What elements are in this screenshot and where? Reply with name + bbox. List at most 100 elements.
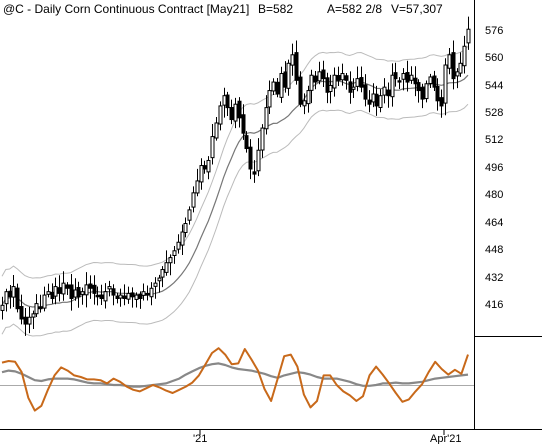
price-bar [214,116,219,141]
price-bar [401,68,406,91]
price-bar [76,281,81,308]
price-bar [138,291,143,309]
lower-band-line [1,103,469,337]
price-bar [397,77,402,90]
price-bar [218,101,223,131]
price-bar [153,277,158,299]
ask-label: A=582 2/8 [327,2,382,16]
price-bar [313,70,318,90]
price-bars [0,16,471,336]
price-bar [134,292,139,308]
price-bar [27,306,32,334]
price-bar [340,63,345,86]
price-bar [355,66,360,92]
price-bar [439,89,444,118]
price-bar [256,138,261,177]
price-bar [176,234,181,254]
price-bar [393,62,398,87]
price-bar [286,59,291,96]
price-tick-448: 448 [485,244,503,256]
price-bar [248,139,253,180]
price-bar [390,63,395,107]
x-label-21: '21 [193,433,207,444]
price-bar [206,156,211,180]
price-bar [99,284,104,306]
price-bar [462,35,467,74]
price-bar [302,93,307,115]
price-bar [405,60,410,92]
price-bar [210,124,215,165]
price-bar [309,69,314,104]
price-bar [336,66,341,86]
price-bar [267,80,272,115]
price-bar [157,274,162,293]
price-bar [88,275,93,299]
price-bar [23,308,28,336]
price-bar [413,66,418,97]
price-bar [432,70,437,91]
price-bar [363,74,368,107]
price-bar [183,217,188,238]
price-bar [46,283,51,298]
price-bar [298,71,303,108]
price-bar [264,95,269,135]
price-bar [118,288,123,307]
price-bar [19,294,24,325]
price-bar [428,73,433,89]
price-bar [145,285,150,301]
price-bar [374,85,379,116]
price-bar [275,77,280,98]
price-bar [160,266,165,288]
price-bar [195,168,200,197]
price-bar [42,286,47,312]
price-bar [260,124,265,158]
price-bar [279,66,284,103]
price-bar [225,91,230,117]
price-bar [38,294,43,313]
price-bar [61,271,66,301]
price-bar [420,83,425,109]
price-bar [378,89,383,113]
price-bar [187,206,192,225]
price-tick-496: 496 [485,162,503,174]
price-bar [168,254,173,276]
price-bar [443,58,448,116]
price-bar [69,274,74,311]
price-bar [53,277,58,305]
price-bar [15,283,20,313]
price-bar [416,79,421,103]
price-bar [290,43,295,76]
price-bar [328,74,333,104]
price-bar [65,282,70,296]
price-bar [455,68,460,89]
price-tick-464: 464 [485,217,503,229]
price-bar [84,272,89,308]
price-bar [92,275,97,305]
price-bar [31,310,36,329]
price-bar [126,286,131,304]
price-bar [244,131,249,153]
price-bar [180,224,185,256]
price-tick-576: 576 [485,25,503,37]
price-bar [409,66,414,84]
price-bar [466,16,471,50]
volume-label: V=57,307 [391,2,443,16]
price-bar [34,294,39,318]
x-label-apr21: Apr'21 [430,433,461,444]
price-bar [359,66,364,93]
price-bar [103,283,108,309]
price-bar [306,85,311,113]
price-bar [199,158,204,190]
price-bar [172,246,177,264]
price-bar [11,275,16,308]
price-tick-512: 512 [485,134,503,146]
price-bar [294,40,299,85]
price-bar [332,67,337,97]
price-bar [382,78,387,104]
price-bar [107,280,112,297]
price-bar [252,160,257,183]
price-bar [229,99,234,125]
chart-title: @C - Daily Corn Continuous Contract [May… [3,2,249,16]
price-bar [80,287,85,305]
